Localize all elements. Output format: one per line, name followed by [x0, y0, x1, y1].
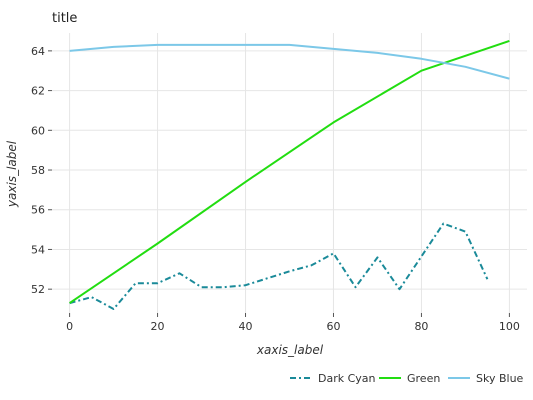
y-tick-label: 52	[31, 283, 45, 296]
x-tick-label: 100	[499, 320, 520, 333]
chart-title: title	[52, 11, 77, 26]
y-axis-ticks: 52 54 56 58 60 62 64	[31, 45, 52, 296]
x-tick-label: 60	[326, 320, 340, 333]
x-tick-label: 0	[66, 320, 73, 333]
series-line-green	[69, 39, 510, 304]
x-tick-label: 20	[151, 320, 165, 333]
y-tick-label: 54	[31, 243, 45, 256]
legend-label: Sky Blue	[476, 372, 524, 385]
y-tick-label: 64	[31, 45, 45, 58]
grid	[52, 33, 527, 313]
y-tick-label: 58	[31, 164, 45, 177]
y-tick-label: 62	[31, 85, 45, 98]
legend-label: Dark Cyan	[318, 372, 376, 385]
y-axis-label: yaxis_label	[5, 140, 19, 208]
x-axis-ticks: 0 20 40 60 80 100	[66, 313, 520, 333]
x-tick-label: 40	[239, 320, 253, 333]
legend: Dark Cyan Green Sky Blue	[290, 372, 524, 385]
y-tick-label: 60	[31, 124, 45, 137]
series-line-sky-blue	[69, 43, 510, 80]
series-line-dark-cyan	[69, 222, 489, 310]
legend-label: Green	[407, 372, 440, 385]
series-group	[69, 39, 510, 310]
y-tick-label: 56	[31, 204, 45, 217]
x-tick-label: 80	[414, 320, 428, 333]
x-axis-label: xaxis_label	[256, 343, 324, 357]
